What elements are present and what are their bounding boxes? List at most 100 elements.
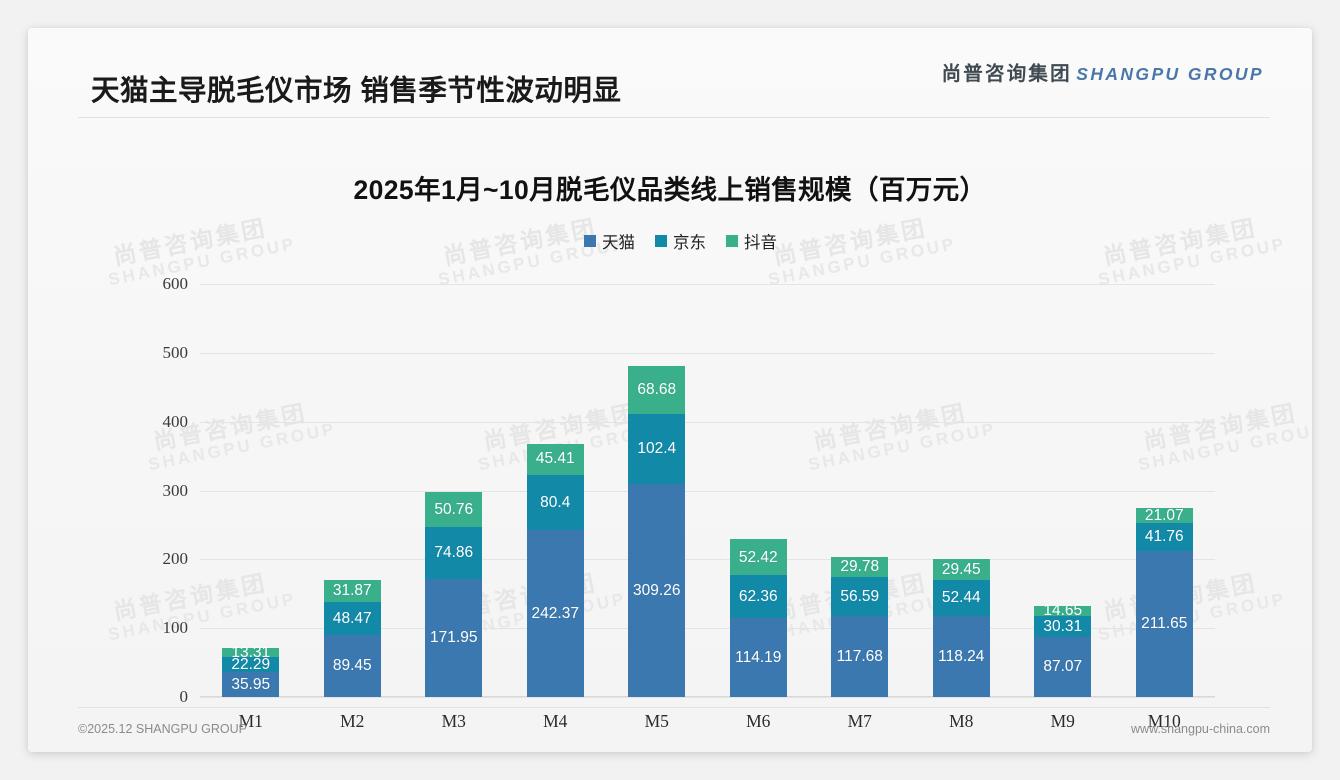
- bar-group[interactable]: 68.68 102.4 309.26 M5: [606, 284, 708, 731]
- bar-segment-tmall[interactable]: 171.95: [425, 578, 483, 697]
- stacked-bar[interactable]: 50.76 74.86 171.95: [425, 492, 483, 697]
- bar-segment-tmall[interactable]: 114.19: [729, 618, 787, 697]
- bar-segment-jd[interactable]: 102.4: [628, 413, 686, 485]
- x-axis-tick-label: M2: [340, 711, 365, 731]
- bar-value-label: 87.07: [1043, 658, 1083, 676]
- bar-group[interactable]: 21.07 41.76 211.65 M10: [1114, 284, 1216, 731]
- bar-segment-jd[interactable]: 30.31: [1034, 616, 1092, 638]
- gridline: 0: [180, 687, 1215, 706]
- bar-group[interactable]: 31.87 48.47 89.45 M2: [302, 284, 404, 731]
- bar-segment-tmall[interactable]: 309.26: [628, 484, 686, 697]
- legend-item-douyin[interactable]: 抖音: [726, 229, 777, 253]
- bar-group[interactable]: 14.65 30.31 87.07 M9: [1012, 284, 1114, 731]
- bar-value-label: 35.95: [231, 675, 271, 693]
- bar-segment-douyin[interactable]: 29.78: [831, 556, 889, 578]
- stacked-bar[interactable]: 14.65 30.31 87.07: [1034, 603, 1092, 697]
- bar-value-label: 29.45: [941, 560, 981, 578]
- bar-value-label: 52.42: [738, 548, 778, 566]
- footer-website[interactable]: www.shangpu-china.com: [1131, 722, 1270, 736]
- x-axis-tick-label: M10: [1147, 711, 1181, 731]
- bar-value-label: 62.36: [738, 588, 778, 606]
- bar-value-label: 22.29: [231, 655, 271, 673]
- chart-grid-area: 600 500 400 300 200 100 0 13.31 22.29 35.95 M1 31.…: [163, 274, 1216, 731]
- bar-segment-douyin[interactable]: 29.45: [932, 559, 990, 580]
- y-axis-tick-label: 200: [162, 549, 189, 569]
- logo-english-text: SHANGPU GROUP: [1076, 64, 1264, 84]
- bar-segment-douyin[interactable]: 14.65: [1034, 603, 1092, 618]
- logo-chinese-text: 尚普咨询集团: [941, 63, 1072, 85]
- slide-header: 天猫主导脱毛仪市场 销售季节性波动明显 尚普咨询集团 SHANGPU GROUP: [28, 28, 1312, 110]
- bar-segment-jd[interactable]: 52.44: [932, 579, 990, 616]
- bar-value-label: 117.68: [836, 647, 883, 665]
- bar-segment-jd[interactable]: 74.86: [425, 527, 483, 579]
- slide-footer: ©2025.12 SHANGPU GROUP www.shangpu-china…: [78, 722, 1270, 736]
- bar-value-label: 48.47: [332, 610, 372, 627]
- x-axis-tick-label: M4: [543, 711, 568, 731]
- bar-segment-tmall[interactable]: 242.37: [526, 530, 584, 697]
- stacked-bar[interactable]: 21.07 41.76 211.65: [1135, 506, 1193, 697]
- legend-item-jd[interactable]: 京东: [655, 229, 706, 253]
- chart-title: 2025年1月~10月脱毛仪品类线上销售规模（百万元）: [353, 175, 987, 205]
- page-title: 天猫主导脱毛仪市场 销售季节性波动明显: [91, 75, 622, 107]
- bar-value-label: 171.95: [430, 629, 478, 647]
- bar-segment-tmall[interactable]: 117.68: [831, 616, 889, 697]
- stacked-bar[interactable]: 13.31 22.29 35.95: [222, 645, 280, 697]
- bar-segment-jd[interactable]: 48.47: [323, 602, 381, 636]
- bar-group[interactable]: 29.78 56.59 117.68 M7: [809, 284, 911, 731]
- legend-item-tmall[interactable]: 天猫: [584, 229, 635, 253]
- bar-segment-tmall[interactable]: 35.95: [222, 672, 280, 697]
- bar-segment-jd[interactable]: 62.36: [729, 575, 787, 619]
- bar-segment-jd[interactable]: 22.29: [222, 655, 280, 673]
- bar-value-label: 211.65: [1141, 615, 1188, 633]
- stacked-bar[interactable]: 45.41 80.4 242.37: [526, 443, 584, 697]
- stacked-bar[interactable]: 29.78 56.59 117.68: [831, 556, 889, 697]
- bar-segment-tmall[interactable]: 87.07: [1034, 637, 1092, 697]
- bar-value-label: 45.41: [535, 450, 575, 468]
- bar-segment-douyin[interactable]: 52.42: [729, 539, 787, 576]
- bar-value-label: 80.4: [540, 493, 571, 511]
- bar-segment-tmall[interactable]: 89.45: [323, 635, 381, 697]
- bar-segment-douyin[interactable]: 50.76: [425, 492, 483, 528]
- bar-value-label: 242.37: [531, 604, 579, 622]
- bar-segment-douyin[interactable]: 21.07: [1135, 506, 1193, 524]
- y-axis-tick-label: 0: [179, 687, 189, 706]
- bar-segment-tmall[interactable]: 211.65: [1135, 551, 1193, 697]
- gridline: 100: [163, 618, 1215, 637]
- bar-segment-douyin[interactable]: 45.41: [526, 443, 584, 475]
- bar-group[interactable]: 50.76 74.86 171.95 M3: [403, 284, 505, 731]
- y-axis-tick-label: 400: [162, 411, 189, 431]
- bar-segment-jd[interactable]: 41.76: [1135, 522, 1193, 552]
- bar-value-label: 29.78: [840, 558, 880, 576]
- stacked-bar[interactable]: 68.68 102.4 309.26: [628, 366, 686, 697]
- bar-segment-douyin[interactable]: 31.87: [323, 580, 381, 603]
- stacked-bar[interactable]: 29.45 52.44 118.24: [932, 559, 990, 697]
- bar-value-label: 21.07: [1144, 506, 1184, 524]
- bar-group-container: 13.31 22.29 35.95 M1 31.87 48.47 89.45 M2 50.76 7…: [200, 284, 1216, 731]
- x-axis-tick-label: M1: [238, 711, 263, 731]
- bar-group[interactable]: 13.31 22.29 35.95 M1: [200, 284, 302, 731]
- bar-value-label: 74.86: [434, 544, 474, 562]
- bar-value-label: 68.68: [637, 381, 677, 399]
- bar-group[interactable]: 52.42 62.36 114.19 M6: [708, 284, 810, 731]
- x-axis-tick-label: M9: [1050, 711, 1075, 731]
- stacked-bar[interactable]: 52.42 62.36 114.19: [729, 539, 787, 697]
- legend-label: 天猫: [602, 234, 635, 252]
- bar-segment-douyin[interactable]: 13.31: [222, 645, 280, 660]
- bar-group[interactable]: 45.41 80.4 242.37 M4: [505, 284, 607, 731]
- x-axis-tick-label: M6: [746, 711, 771, 731]
- bar-segment-jd[interactable]: 56.59: [831, 577, 889, 616]
- bar-segment-jd[interactable]: 80.4: [526, 474, 584, 531]
- bar-value-label: 102.4: [637, 440, 677, 458]
- bar-segment-douyin[interactable]: 68.68: [628, 366, 686, 414]
- bar-value-label: 52.44: [941, 588, 981, 606]
- legend-label: 抖音: [744, 234, 777, 252]
- footer-divider: [78, 707, 1270, 708]
- bar-value-label: 30.31: [1043, 617, 1083, 635]
- bar-segment-tmall[interactable]: 118.24: [932, 615, 990, 697]
- gridline: 200: [163, 549, 1215, 568]
- bar-value-label: 309.26: [633, 581, 681, 599]
- bar-group[interactable]: 29.45 52.44 118.24 M8: [911, 284, 1013, 731]
- header-divider: [78, 117, 1270, 118]
- chart-plot: 天猫 京东 抖音 600 500 400 300 200 100 0 13.31 22.29 35.…: [128, 228, 1233, 731]
- stacked-bar[interactable]: 31.87 48.47 89.45: [323, 580, 381, 697]
